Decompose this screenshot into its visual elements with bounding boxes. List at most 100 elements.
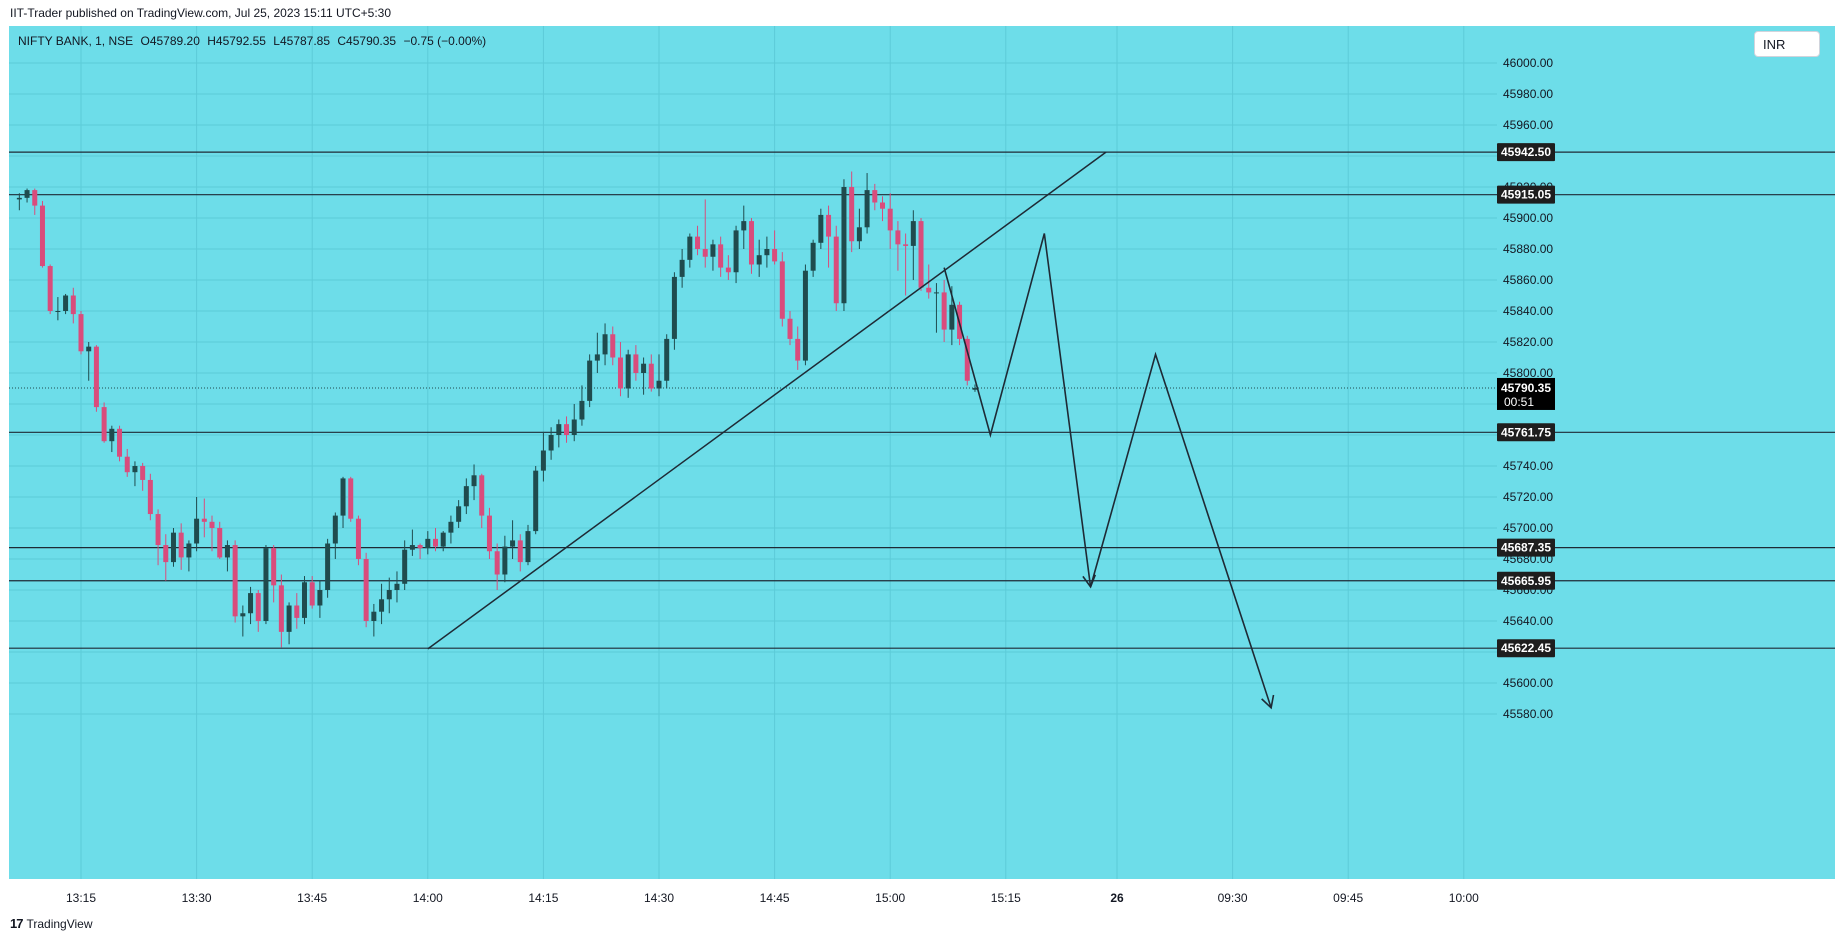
- candlestick-series: [16, 171, 978, 648]
- candle-body: [548, 435, 554, 451]
- candle-body: [602, 334, 608, 355]
- candle-body: [70, 295, 76, 315]
- footer-brand[interactable]: TradingView: [26, 917, 93, 931]
- candle: [70, 287, 76, 324]
- candle-body: [178, 532, 184, 558]
- time-axis[interactable]: 13:15 13:30 13:45 14:00 14:15 14:30 14:45 15:00…: [66, 891, 1479, 905]
- candle-body: [325, 543, 331, 590]
- candle-body: [972, 387, 978, 390]
- tradingview-logo-icon[interactable]: 17: [10, 916, 24, 931]
- candle: [479, 473, 485, 528]
- candle: [471, 464, 477, 501]
- candle: [625, 349, 631, 398]
- candle-body: [849, 187, 855, 242]
- drawings-layer[interactable]: [427, 151, 1275, 710]
- level-price-label: 45761.75: [1501, 425, 1551, 439]
- candle-body: [194, 518, 200, 544]
- candle: [764, 236, 770, 268]
- candle-body: [386, 590, 392, 600]
- candle-body: [772, 249, 778, 262]
- candle-body: [255, 593, 261, 621]
- candle-body: [433, 538, 439, 547]
- y-tick-label: 45980.00: [1503, 87, 1553, 101]
- candle: [602, 323, 608, 366]
- candle-body: [93, 346, 99, 408]
- candle-body: [402, 549, 408, 584]
- level-price-tag: [1497, 423, 1555, 442]
- candle: [702, 199, 708, 268]
- candle: [903, 233, 909, 296]
- candle: [255, 590, 261, 632]
- candle: [132, 461, 138, 487]
- candle-body: [232, 545, 238, 617]
- candle-body: [63, 295, 69, 311]
- last-price-tag: [1497, 377, 1555, 410]
- legend-change: −0.75 (−0.00%): [403, 34, 487, 48]
- legend-symbol[interactable]: NIFTY BANK, 1, NSE: [18, 34, 134, 48]
- y-tick-label: 45740.00: [1503, 459, 1553, 473]
- x-tick-label: 15:00: [875, 891, 905, 905]
- candle-body: [695, 236, 701, 249]
- candle: [456, 500, 462, 528]
- candle-body: [587, 360, 593, 401]
- candle: [425, 531, 431, 555]
- candle: [733, 225, 739, 284]
- candle: [964, 335, 970, 386]
- candle-body: [679, 259, 685, 277]
- candle: [379, 583, 385, 625]
- candle-body: [903, 244, 909, 246]
- candle-body: [425, 538, 431, 549]
- candle-body: [186, 543, 192, 558]
- price-axis-background: [1497, 26, 1835, 879]
- candle: [402, 540, 408, 590]
- candle: [664, 334, 670, 389]
- candle-body: [648, 363, 654, 389]
- y-tick-label: 45840.00: [1503, 304, 1553, 318]
- candle-body: [610, 334, 616, 358]
- candle: [248, 586, 254, 625]
- projection-path-1[interactable]: [943, 233, 1092, 588]
- candle: [540, 431, 546, 482]
- candle: [864, 173, 870, 234]
- candle: [63, 293, 69, 315]
- candle-body: [764, 249, 770, 256]
- candle-body: [617, 357, 623, 389]
- candle: [687, 233, 693, 268]
- candle-body: [271, 548, 277, 586]
- candle-body: [556, 424, 562, 435]
- x-tick-label: 13:45: [297, 891, 327, 905]
- currency-button[interactable]: INR: [1754, 31, 1820, 57]
- candle-body: [633, 354, 639, 373]
- candle: [47, 264, 53, 315]
- candle: [109, 425, 115, 453]
- candle: [78, 311, 84, 355]
- level-price-tag: [1497, 185, 1555, 204]
- candle: [440, 531, 446, 552]
- candle: [39, 200, 45, 268]
- legend-close: C45790.35: [337, 34, 397, 48]
- candle: [433, 528, 439, 552]
- trendline[interactable]: [427, 151, 1107, 650]
- candle: [140, 462, 146, 491]
- candle: [725, 255, 731, 280]
- candle-body: [856, 227, 862, 242]
- candle: [587, 354, 593, 408]
- candle-body: [170, 532, 176, 563]
- candle: [718, 236, 724, 277]
- level-price-label: 45622.45: [1501, 641, 1551, 655]
- candle: [170, 528, 176, 567]
- candle: [271, 545, 277, 603]
- candle-body: [664, 338, 670, 381]
- candle: [301, 576, 307, 625]
- candle: [117, 425, 123, 462]
- x-tick-label: 26: [1110, 891, 1124, 905]
- candle-body: [926, 287, 932, 293]
- candle-body: [579, 400, 585, 420]
- candle-body: [248, 593, 254, 614]
- y-tick-label: 45880.00: [1503, 242, 1553, 256]
- candle: [695, 225, 701, 256]
- projection-path-2[interactable]: [1089, 351, 1272, 709]
- candle-body: [78, 314, 84, 352]
- candle-body: [109, 428, 115, 442]
